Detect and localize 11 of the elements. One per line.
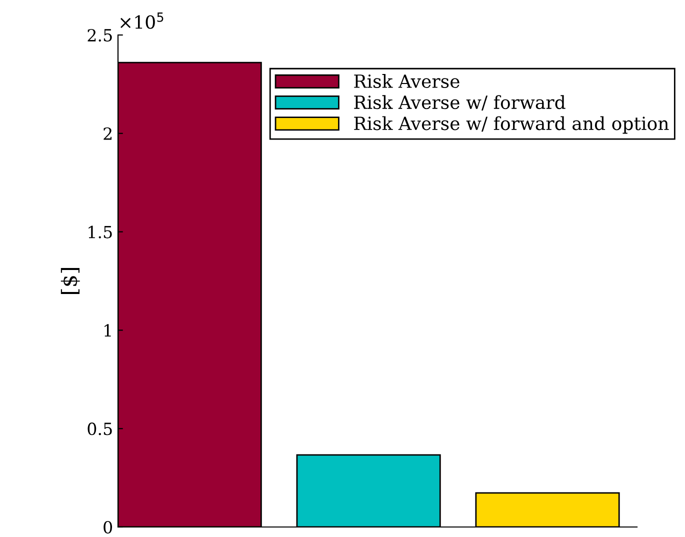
legend-label: Risk Averse w/ forward and option	[354, 116, 669, 134]
y-tick-label: 0.5	[88, 422, 112, 436]
legend-label: Risk Averse w/ forward	[354, 95, 566, 111]
y-tick-label: 2.5	[88, 28, 112, 42]
y-tick-label: 1.5	[88, 226, 112, 238]
y-axis-title: [$]	[60, 268, 80, 294]
y-tick-label: 2	[104, 127, 112, 140]
legend-label: Risk Averse	[354, 74, 460, 88]
text: ×10$^{5}$	[120, 12, 164, 29]
y-tick-label: 0	[104, 520, 112, 534]
y-tick-label: 1	[104, 324, 111, 337]
